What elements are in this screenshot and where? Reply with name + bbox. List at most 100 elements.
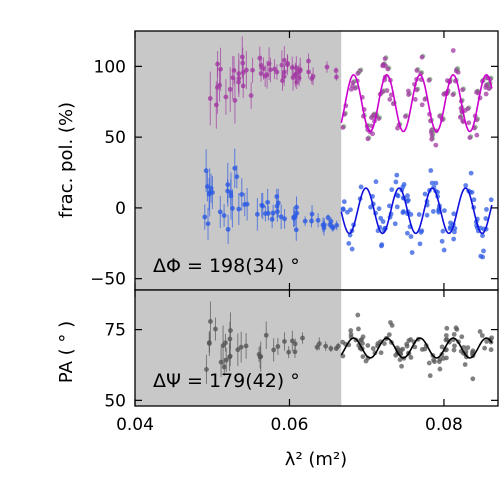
top-data-point [389, 187, 395, 193]
bottom-data-point [206, 340, 212, 345]
top-data-point [400, 184, 406, 190]
bottom-data-point [213, 326, 218, 332]
bottom-data-point [208, 319, 213, 324]
top-ytick-label: 0 [115, 199, 126, 219]
top-data-point [451, 236, 457, 242]
top-data-point [414, 87, 420, 93]
bottom-data-point [399, 363, 404, 369]
top-data-point [324, 64, 330, 70]
top-data-point [346, 241, 352, 246]
x-tick-label: 0.04 [116, 415, 154, 435]
top-data-point [302, 218, 308, 224]
top-data-point [294, 79, 300, 85]
top-data-point [484, 207, 489, 212]
top-data-point [480, 233, 485, 239]
top-data-point [466, 120, 472, 126]
bottom-data-point [488, 347, 494, 353]
top-data-point [225, 182, 231, 188]
top-data-point [340, 125, 346, 130]
top-data-point [263, 211, 268, 217]
bottom-data-point [235, 347, 241, 353]
bottom-data-point [482, 345, 488, 351]
top-data-point [315, 217, 321, 223]
top-data-point [257, 55, 263, 61]
top-data-point [463, 183, 469, 188]
top-data-point [309, 218, 314, 224]
top-data-point [228, 193, 234, 199]
top-data-point [380, 219, 386, 224]
top-data-point [387, 97, 393, 102]
top-data-point [309, 211, 315, 217]
top-data-point [457, 114, 463, 120]
top-ytick-label: −50 [90, 270, 126, 290]
top-data-point [439, 238, 445, 244]
bottom-data-point [221, 364, 227, 370]
bottom-data-point [397, 357, 403, 363]
top-data-point [296, 75, 302, 81]
bottom-data-point [300, 335, 305, 341]
top-data-point [373, 179, 379, 185]
top-data-point [395, 125, 400, 131]
bottom-data-point [465, 345, 471, 351]
top-data-point [280, 78, 285, 84]
top-data-point [450, 92, 456, 98]
bottom-ytick-label: 75 [104, 321, 126, 341]
x-axis-label: λ² (m²) [285, 449, 347, 470]
top-data-point [422, 191, 428, 197]
top-data-point [231, 68, 237, 73]
top-data-point [433, 142, 439, 148]
top-data-point [405, 193, 410, 199]
bottom-ylabel: PA ( ° ) [56, 321, 77, 383]
top-data-point [402, 114, 408, 119]
bottom-data-point [370, 346, 376, 351]
top-data-point [429, 136, 435, 142]
top-data-point [281, 57, 287, 63]
top-data-point [274, 194, 280, 199]
bottom-annotation: ΔΨ = 179(42) ° [153, 370, 300, 392]
top-data-point [270, 210, 276, 216]
top-data-point [291, 215, 297, 221]
bottom-data-point [227, 336, 233, 342]
top-data-point [414, 68, 420, 73]
top-data-point [406, 92, 411, 97]
top-data-point [296, 68, 301, 74]
bottom-data-point [348, 328, 354, 333]
top-data-point [306, 69, 311, 75]
top-data-point [378, 215, 384, 221]
top-data-point [207, 96, 213, 101]
top-data-point [408, 234, 414, 239]
top-data-point [394, 172, 400, 178]
top-data-point [405, 88, 411, 94]
top-data-point [441, 247, 447, 253]
top-data-point [248, 93, 254, 98]
top-data-point [474, 89, 479, 95]
bottom-data-point [462, 362, 468, 367]
top-data-point [274, 203, 280, 209]
top-data-point [440, 228, 446, 234]
bottom-data-point [282, 339, 287, 344]
top-data-point [474, 132, 480, 138]
top-data-point [333, 74, 339, 80]
top-data-point [418, 229, 424, 235]
top-data-point [469, 189, 475, 195]
top-data-point [370, 131, 375, 137]
top-ticks: −50 0 50 100 [90, 31, 498, 290]
bottom-data-point [355, 312, 361, 318]
top-data-point [289, 65, 295, 70]
top-data-point [387, 203, 392, 209]
bottom-data-point [451, 331, 457, 337]
bottom-data-point [363, 358, 369, 364]
bottom-data-point [360, 354, 366, 360]
bottom-fit-lines [340, 337, 493, 359]
top-data-point [392, 221, 398, 227]
top-data-point [483, 216, 489, 221]
bottom-data-point [443, 337, 449, 343]
top-data-point [471, 197, 477, 203]
bottom-ticks: 50 75 0.04 0.06 0.08 [104, 290, 498, 435]
top-data-point [333, 68, 339, 73]
bottom-data-point [470, 348, 476, 354]
bottom-ytick-label: 50 [104, 391, 126, 411]
bottom-data-point [286, 349, 292, 355]
top-data-point [465, 106, 471, 112]
top-data-point [460, 118, 466, 124]
